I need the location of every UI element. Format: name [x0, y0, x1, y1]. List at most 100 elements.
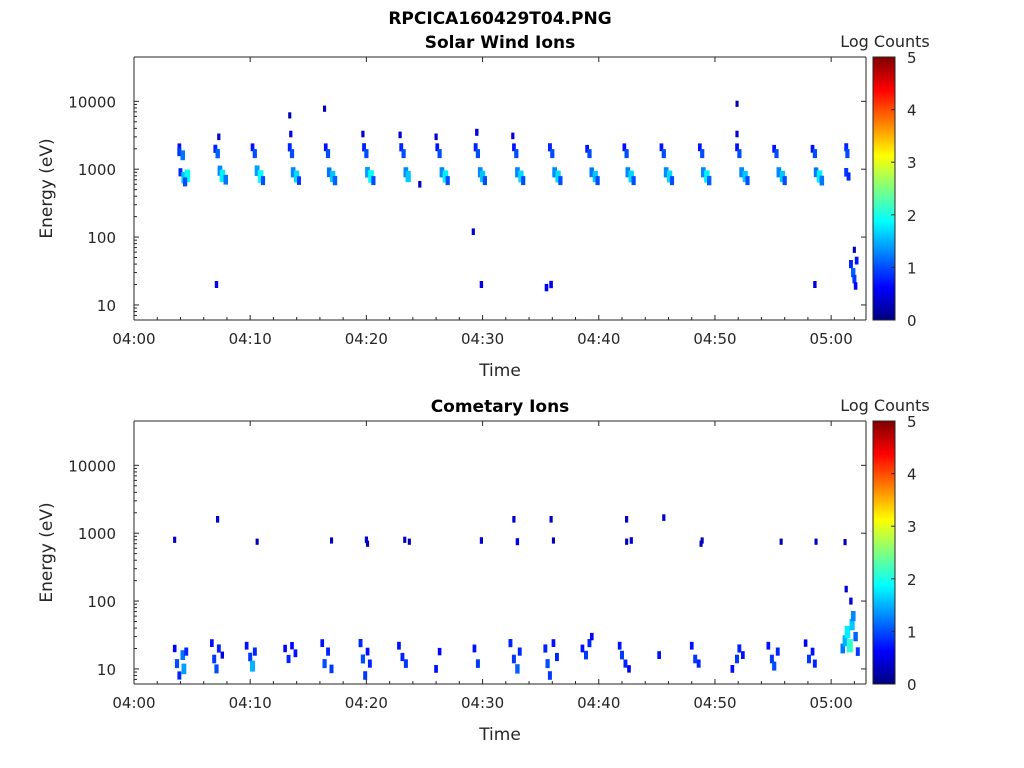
heatmap-cell — [701, 167, 706, 178]
heatmap-cell — [260, 176, 266, 186]
heatmap-cell — [628, 170, 634, 183]
y-tick-label: 100 — [87, 229, 116, 247]
x-tick-label: 04:10 — [229, 330, 272, 348]
heatmap-cell — [332, 175, 338, 186]
heatmap-cell — [662, 514, 666, 521]
heatmap-cell — [364, 536, 368, 544]
heatmap-cell — [623, 659, 628, 668]
heatmap-cell — [844, 585, 848, 593]
colorbar-tick-label: 2 — [907, 571, 917, 589]
colorbar-gradient — [872, 56, 896, 321]
heatmap-cell — [849, 597, 853, 605]
colorbar-label: Log Counts — [840, 32, 930, 51]
heatmap-cell — [819, 175, 825, 186]
heatmap-cell — [849, 260, 853, 269]
heatmap-cell — [661, 149, 666, 159]
heatmap-cell — [735, 143, 739, 152]
heatmap-cell — [403, 536, 407, 543]
heatmap-cell — [177, 671, 182, 680]
heatmap-cell — [178, 168, 183, 177]
colorbar-tick-label: 4 — [907, 466, 917, 484]
heatmap-cell — [813, 167, 819, 178]
heatmap-cell — [850, 611, 856, 622]
solar-wind-ions-panel: 04:00 04:10 04:20 04:30 04:40 04:50 05:0010100… — [37, 32, 930, 381]
heatmap-cell — [214, 281, 219, 288]
colorbar-label: Log Counts — [840, 396, 930, 415]
heatmap-cell — [434, 665, 438, 673]
heatmap-cell — [814, 538, 818, 545]
heatmap-cell — [212, 654, 217, 664]
panel-title: Solar Wind Ions — [425, 33, 576, 53]
x-tick-label: 04:40 — [577, 694, 620, 712]
heatmap-cell — [700, 149, 705, 159]
heatmap-cell — [407, 538, 411, 545]
heatmap-cell — [511, 654, 516, 664]
heatmap-cell — [290, 167, 296, 178]
heatmap-cell — [776, 167, 782, 178]
heatmap-cell — [180, 150, 185, 161]
heatmap-cell — [362, 143, 366, 152]
heatmap-cell — [704, 170, 710, 183]
heatmap-cell — [547, 671, 552, 680]
heatmap-cell — [549, 280, 553, 289]
heatmap-cell — [515, 167, 520, 178]
heatmap-cell — [288, 112, 292, 119]
heatmap-cell — [782, 176, 787, 186]
heatmap-cell — [849, 618, 855, 631]
heatmap-cell — [250, 660, 255, 672]
heatmap-cell — [515, 538, 520, 546]
heatmap-cell — [689, 641, 694, 650]
heatmap-cell — [550, 149, 555, 159]
heatmap-cell — [625, 516, 629, 523]
heatmap-cell — [843, 539, 847, 546]
heatmap-cell — [807, 654, 811, 664]
heatmap-cell — [287, 143, 292, 152]
heatmap-cell — [439, 167, 445, 178]
heatmap-cell — [844, 168, 849, 177]
heatmap-cell — [322, 659, 327, 669]
colorbar-tick-label: 3 — [907, 154, 917, 172]
heatmap-cell — [399, 143, 404, 152]
heatmap-cell — [329, 664, 334, 674]
heatmap-cell — [592, 170, 598, 183]
heatmap-cell — [325, 149, 331, 159]
heatmap-cell — [216, 644, 221, 653]
heatmap-cell — [810, 647, 815, 656]
heatmap-cell — [323, 105, 327, 112]
heatmap-cell — [842, 635, 848, 647]
heatmap-cell — [851, 267, 856, 278]
heatmap-cell — [213, 144, 218, 153]
heatmap-cell — [667, 170, 673, 183]
heatmap-cell — [739, 167, 744, 178]
x-tick-label: 04:40 — [577, 330, 620, 348]
heatmap-cell — [620, 650, 624, 660]
heatmap-cell — [663, 167, 669, 178]
heatmap-cell — [587, 639, 592, 648]
heatmap-cell — [517, 647, 522, 656]
heatmap-cell — [775, 647, 780, 656]
heatmap-cell — [587, 149, 592, 159]
heatmap-cell — [401, 149, 406, 159]
heatmap-cell — [735, 654, 739, 664]
heatmap-cell — [852, 246, 856, 253]
colorbar-tick-label: 1 — [907, 623, 917, 641]
heatmap-cell — [844, 143, 849, 152]
cometary-ions-panel: 04:00 04:10 04:20 04:30 04:40 04:50 05:0010100… — [37, 396, 930, 745]
heatmap-cell — [854, 256, 859, 265]
heatmap-cell — [294, 170, 300, 183]
heatmap-cell — [480, 170, 486, 183]
heatmap-cell — [286, 654, 291, 664]
colorbar-tick-label: 4 — [907, 102, 917, 120]
heatmap-cell — [255, 538, 259, 545]
heatmap-cell — [512, 143, 516, 152]
heatmap-cell — [779, 170, 785, 183]
heatmap-cell — [475, 659, 480, 668]
heatmap-cell — [737, 644, 742, 653]
heatmap-cell — [580, 644, 585, 653]
heatmap-cell — [173, 536, 177, 543]
heatmap-cell — [853, 282, 858, 290]
x-tick-label: 04:20 — [345, 694, 388, 712]
heatmap-cell — [552, 167, 557, 178]
